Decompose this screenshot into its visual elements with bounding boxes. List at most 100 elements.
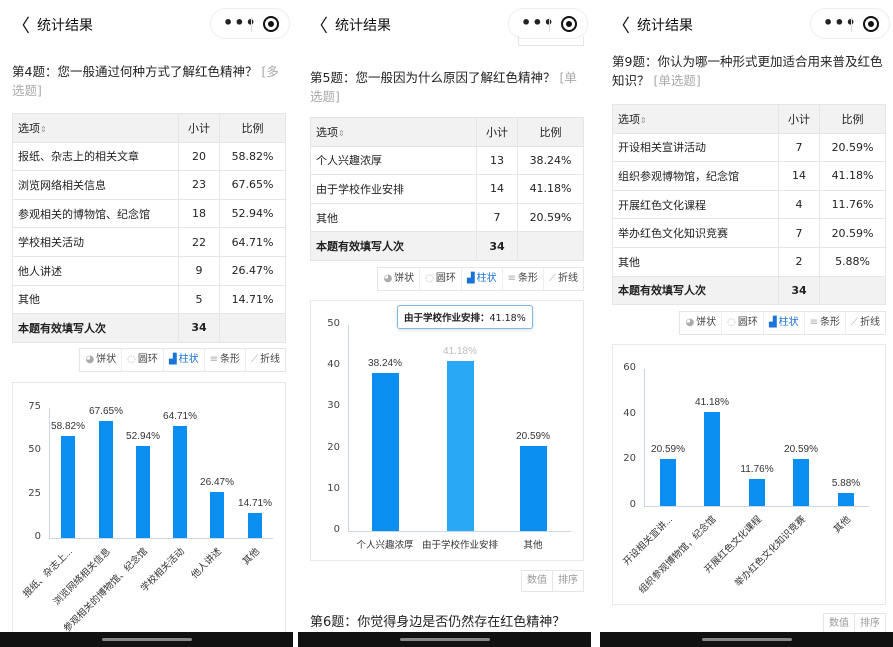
chart-type-ring[interactable]: ◌ 圆环 <box>122 349 164 371</box>
y-axis-line <box>644 369 645 506</box>
chevron-left-icon[interactable]: 〈 <box>310 16 328 37</box>
bar-4[interactable] <box>793 458 809 506</box>
bar-3[interactable] <box>519 446 547 531</box>
home-indicator[interactable] <box>101 638 192 641</box>
chevron-left-icon[interactable]: 〈 <box>612 16 630 37</box>
home-indicator[interactable] <box>701 638 792 641</box>
data-label: 11.76% <box>740 464 774 476</box>
more-dots-icon[interactable]: ••• <box>521 13 555 32</box>
sort-icon[interactable]: ⇕ <box>40 124 47 134</box>
home-indicator[interactable] <box>399 638 490 641</box>
stats-table: 选项⇕ 小计 比例 个人兴趣浓厚 13 38.24% 由于学校作业安排 14 41.18% 其他 7… <box>310 117 584 261</box>
next-question-text: 第6题：你觉得身边是否仍然存在红色精神？ <box>310 615 566 630</box>
sort-button[interactable]: 排序 <box>860 618 880 629</box>
more-dots-icon[interactable]: ••• <box>223 13 257 32</box>
chart-type-label: 饼状 <box>696 317 717 328</box>
bar-2[interactable] <box>704 411 720 506</box>
bar-chart-icon: ▟ <box>168 354 177 365</box>
target-circle-icon[interactable] <box>263 16 279 32</box>
bar-1[interactable] <box>660 458 676 506</box>
survey-panel-3: 〈统计结果 ••• 第9题：你认为哪一种形式更加适合用来普及红色知识？ [单选题] 选… <box>600 0 893 647</box>
chart-type-label: 折线 <box>260 354 280 365</box>
chart-type-horizontal-bar[interactable]: ≡ 条形 <box>205 349 246 371</box>
target-circle-icon[interactable] <box>863 16 879 32</box>
column-header-count: 小计 <box>777 104 821 134</box>
nav-header: 〈统计结果 ••• <box>298 0 591 45</box>
column-header-option[interactable]: 选项⇕ <box>310 117 477 147</box>
pie-icon: ◕ <box>685 317 695 328</box>
more-dots-icon[interactable]: ••• <box>823 13 857 32</box>
chart-type-ring[interactable]: ◌ 圆环 <box>420 268 462 290</box>
chart-type-label: 圆环 <box>435 273 456 284</box>
table-row: 组织参观博物馆，纪念馆 14 41.18% <box>612 161 886 191</box>
value-button[interactable]: 数值 <box>522 571 553 591</box>
y-tick-label: 60 <box>623 362 636 373</box>
bar-6[interactable] <box>248 512 262 538</box>
nav-header: 〈统计结果 ••• <box>0 0 293 45</box>
chart-type-bar-chart[interactable]: ▟ 柱状 <box>462 268 503 290</box>
sort-icon[interactable]: ⇕ <box>338 128 345 138</box>
survey-panel-2: 〈统计结果 ••• 第5题：您一般因为什么原因了解红色精神？ [单选题] 选项⇕ 小计比… <box>298 0 591 647</box>
column-header-count: 小计 <box>177 113 221 143</box>
sort-icon[interactable]: ⇕ <box>640 115 647 125</box>
chart-type-pie[interactable]: ◕ 饼状 <box>80 349 123 371</box>
bar-2[interactable] <box>446 361 474 531</box>
option-cell: 浏览网络相关信息 <box>12 170 179 200</box>
x-tick-label: 由于学校作业安排 <box>421 540 499 551</box>
chart-type-horizontal-bar[interactable]: ≡ 条形 <box>503 268 544 290</box>
bar-1[interactable] <box>61 436 75 538</box>
chart-type-pie[interactable]: ◕ 饼状 <box>680 312 723 334</box>
table-row: 其他 7 20.59% <box>310 202 584 233</box>
table-header-row: 选项⇕ 小计 比例 <box>612 104 886 134</box>
chart-type-line-chart[interactable]: ⟋ 折线 <box>246 349 285 371</box>
option-cell: 其他 <box>12 284 179 315</box>
chart-type-pie[interactable]: ◕ 饼状 <box>378 268 421 290</box>
chart-type-horizontal-bar[interactable]: ≡ 条形 <box>805 312 846 334</box>
chart-type-toolbar: ◕ 饼状 ◌ 圆环 ▟ 柱状 ≡ 条形 ⟋ 折线 <box>79 348 286 372</box>
x-tick-label: 他人讲述 <box>189 546 224 581</box>
y-axis-line <box>348 325 349 531</box>
chart-type-bar-chart[interactable]: ▟ 柱状 <box>764 312 805 334</box>
y-tick-label: 10 <box>327 482 340 494</box>
bar-5[interactable] <box>838 492 854 506</box>
chart-type-bar-chart[interactable]: ▟ 柱状 <box>164 349 205 371</box>
count-cell: 22 <box>177 227 221 257</box>
bar-3[interactable] <box>749 479 765 506</box>
chart-type-line-chart[interactable]: ⟋ 折线 <box>544 268 583 290</box>
question-text: 第5题：您一般因为什么原因了解红色精神？ <box>310 70 560 85</box>
chart-type-label: 圆环 <box>737 317 758 328</box>
question-type-tag: [单选题] <box>653 73 701 88</box>
question-title: 第5题：您一般因为什么原因了解红色精神？ [单选题] <box>310 68 582 106</box>
table-row: 开展红色文化课程 4 11.76% <box>612 189 886 220</box>
chart-type-toolbar: ◕ 饼状 ◌ 圆环 ▟ 柱状 ≡ 条形 ⟋ 折线 <box>377 267 584 291</box>
chart-type-label: 饼状 <box>394 273 415 284</box>
table-header-row: 选项⇕ 小计 比例 <box>310 117 584 147</box>
option-cell: 参观相关的博物馆、纪念馆 <box>12 198 179 229</box>
count-cell: 14 <box>777 161 821 191</box>
column-header-option[interactable]: 选项⇕ <box>12 113 179 143</box>
target-circle-icon[interactable] <box>561 16 577 32</box>
column-header-option[interactable]: 选项⇕ <box>612 104 779 134</box>
nav-header: 〈统计结果 ••• <box>600 0 893 45</box>
column-header-count: 小计 <box>475 117 519 147</box>
chart-type-line-chart[interactable]: ⟋ 折线 <box>846 312 885 334</box>
bar-4[interactable] <box>173 425 187 538</box>
sort-button[interactable]: 排序 <box>558 575 578 586</box>
option-cell: 学校相关活动 <box>12 227 179 257</box>
value-button[interactable]: 数值 <box>824 614 855 634</box>
bar-2[interactable] <box>99 420 113 538</box>
data-label: 38.24% <box>368 358 402 370</box>
horizontal-bar-icon: ≡ <box>507 273 516 284</box>
data-label: 14.71% <box>238 497 272 509</box>
bar-1[interactable] <box>371 373 399 531</box>
column-header-ratio: 比例 <box>819 104 886 134</box>
stats-table: 选项⇕ 小计 比例 开设相关宣讲活动 7 20.59% 组织参观博物馆，纪念馆 14 41.18… <box>612 104 886 306</box>
data-label: 20.59% <box>784 443 818 455</box>
chart-type-ring[interactable]: ◌ 圆环 <box>722 312 764 334</box>
count-cell: 23 <box>177 170 221 200</box>
bar-5[interactable] <box>210 492 224 538</box>
bar-3[interactable] <box>136 446 150 538</box>
table-total-row: 本题有效填写人次 34 <box>310 231 584 261</box>
chevron-left-icon[interactable]: 〈 <box>12 16 30 37</box>
chart-type-label: 饼状 <box>96 354 117 365</box>
